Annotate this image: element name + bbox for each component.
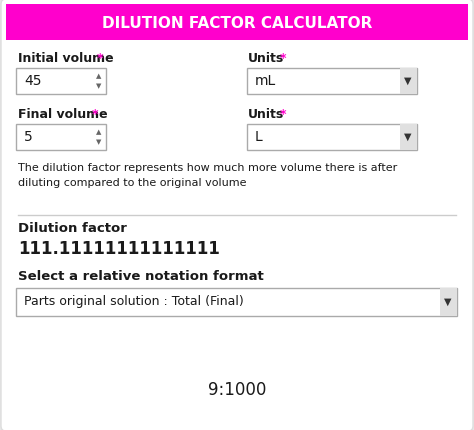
Text: *: * — [280, 108, 286, 121]
Text: ▼: ▼ — [404, 132, 412, 142]
Text: *: * — [92, 108, 99, 121]
Bar — [6, 24, 468, 40]
Text: 5: 5 — [24, 130, 33, 144]
Bar — [440, 288, 457, 316]
Text: 111.11111111111111: 111.11111111111111 — [18, 240, 220, 258]
Bar — [400, 68, 417, 94]
FancyBboxPatch shape — [247, 68, 417, 94]
Text: ▼: ▼ — [96, 139, 102, 145]
Text: 45: 45 — [24, 74, 42, 88]
Text: DILUTION FACTOR CALCULATOR: DILUTION FACTOR CALCULATOR — [102, 15, 372, 31]
FancyBboxPatch shape — [16, 124, 106, 150]
Text: *: * — [97, 52, 103, 65]
Text: Units: Units — [248, 108, 284, 121]
Text: ▼: ▼ — [96, 83, 102, 89]
Text: ▲: ▲ — [96, 129, 102, 135]
Text: The dilution factor represents how much more volume there is after
diluting comp: The dilution factor represents how much … — [18, 163, 397, 188]
Text: mL: mL — [255, 74, 276, 88]
FancyBboxPatch shape — [6, 4, 468, 40]
Text: ▲: ▲ — [96, 73, 102, 79]
Text: Dilution factor: Dilution factor — [18, 222, 127, 235]
Text: Final volume: Final volume — [18, 108, 108, 121]
Text: Initial volume: Initial volume — [18, 52, 114, 65]
Text: ▼: ▼ — [404, 76, 412, 86]
Text: *: * — [280, 52, 286, 65]
FancyBboxPatch shape — [247, 124, 417, 150]
Bar — [400, 124, 417, 150]
Text: L: L — [255, 130, 263, 144]
Text: Units: Units — [248, 52, 284, 65]
FancyBboxPatch shape — [16, 68, 106, 94]
Text: Parts original solution : Total (Final): Parts original solution : Total (Final) — [24, 295, 244, 308]
Text: 9:1000: 9:1000 — [208, 381, 266, 399]
Text: ▼: ▼ — [444, 297, 452, 307]
Text: Select a relative notation format: Select a relative notation format — [18, 270, 264, 283]
FancyBboxPatch shape — [16, 288, 457, 316]
